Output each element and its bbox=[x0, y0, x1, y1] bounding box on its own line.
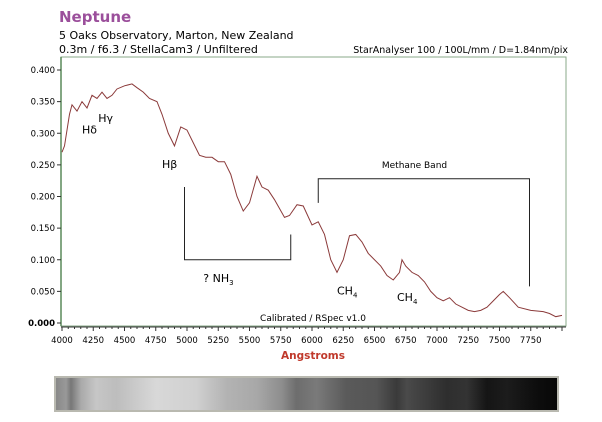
instrument-label: StarAnalyser 100 / 100L/mm / D=1.84nm/pi… bbox=[353, 45, 568, 56]
x-tick-label: 4750 bbox=[145, 336, 167, 346]
x-tick-label: 4000 bbox=[51, 336, 73, 346]
x-tick-label: 6750 bbox=[395, 336, 417, 346]
y-tick-label: 0.300 bbox=[31, 129, 55, 139]
x-tick-label: 7750 bbox=[520, 336, 542, 346]
annotation-label: CH4 bbox=[337, 285, 358, 300]
x-tick-label: 6000 bbox=[301, 336, 323, 346]
x-tick-label: 7250 bbox=[457, 336, 479, 346]
chart-title: Neptune bbox=[59, 8, 132, 26]
x-tick-label: 5250 bbox=[207, 336, 229, 346]
x-tick-label: 4500 bbox=[114, 336, 136, 346]
y-tick-label: 0.050 bbox=[31, 287, 55, 297]
observatory-subtitle: 5 Oaks Observatory, Marton, New Zealand bbox=[59, 29, 294, 42]
y-tick-label: 0.350 bbox=[31, 98, 55, 108]
spectrum-strip-image bbox=[54, 376, 559, 412]
y-tick-label: 0.400 bbox=[31, 66, 55, 76]
y-tick-label: 0.250 bbox=[31, 161, 55, 171]
nh3-bracket bbox=[184, 187, 292, 261]
x-tick-label: 5000 bbox=[176, 336, 198, 346]
equipment-subtitle: 0.3m / f6.3 / StellaCam3 / Unfiltered bbox=[59, 43, 258, 56]
y-tick-label: 0.100 bbox=[31, 256, 55, 266]
annotation-label: ? NH3 bbox=[203, 272, 233, 287]
y-tick-label: 0.200 bbox=[31, 193, 55, 203]
annotation-label: CH4 bbox=[397, 291, 418, 306]
annotation-label: Hγ bbox=[98, 112, 113, 125]
x-tick-label: 7500 bbox=[489, 336, 511, 346]
footer-label: Calibrated / RSpec v1.0 bbox=[260, 314, 366, 324]
x-tick-label: 4250 bbox=[82, 336, 104, 346]
x-tick-label: 5750 bbox=[270, 336, 292, 346]
x-tick-label: 6500 bbox=[364, 336, 386, 346]
x-tick-label: 7000 bbox=[426, 336, 448, 346]
annotation-label: Hδ bbox=[82, 123, 97, 136]
x-tick-label: 5500 bbox=[239, 336, 261, 346]
plot-frame bbox=[60, 56, 567, 327]
annotation-label: Hβ bbox=[162, 158, 177, 171]
x-tick-label: 6250 bbox=[332, 336, 354, 346]
y-tick-label: 0.150 bbox=[31, 224, 55, 234]
annotation-label: Methane Band bbox=[382, 161, 447, 171]
methane-bracket bbox=[317, 178, 530, 287]
x-axis-label: Angstroms bbox=[281, 350, 345, 362]
spectrum-line bbox=[61, 83, 563, 318]
y-tick-label: 0.000 bbox=[28, 319, 55, 329]
